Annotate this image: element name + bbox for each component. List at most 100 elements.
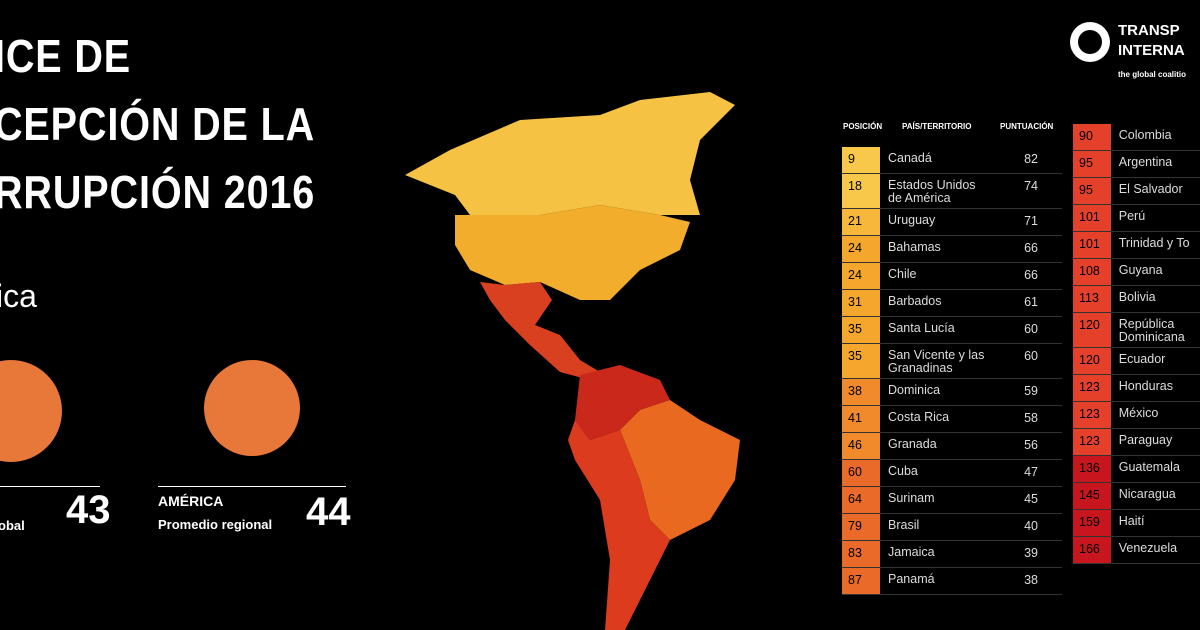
country-cell: Ecuador [1118,352,1166,366]
rank-cell: 24 [842,236,880,262]
table-row: 136 Guatemala [1073,456,1200,483]
logo-text: TRANSP [1118,22,1180,39]
column-header: PAÍS/TERRITORIO [902,122,972,131]
stat-label: obal [0,518,25,533]
table-row: 35 San Vicente y las Granadinas 60 [842,344,1062,379]
table-row: 101 Perú [1073,205,1200,232]
rank-cell: 120 [1073,313,1111,347]
table-row: 166 Venezuela [1073,537,1200,564]
country-cell: México [1118,406,1159,420]
country-cell: El Salvador [1118,182,1183,196]
rank-cell: 136 [1073,456,1111,482]
region-label: ica [0,278,37,314]
rank-cell: 60 [842,460,880,486]
country-cell: Barbados [888,294,942,308]
table-row: 18 Estados Unidos de América 74 [842,174,1062,209]
country-cell: Nicaragua [1118,487,1176,501]
country-cell: Uruguay [888,213,936,227]
table-row: 41 Costa Rica 58 [842,406,1062,433]
rank-cell: 113 [1073,286,1111,312]
country-cell: Granada [888,437,937,451]
title: ICE DE CEPCIÓN DE LA RRUPCIÓN 2016 [0,22,367,226]
score-cell: 60 [1024,322,1038,336]
country-cell: República Dominicana [1118,317,1185,344]
rank-cell: 95 [1073,151,1111,177]
canada [405,92,735,215]
south-america-west [568,420,670,630]
rank-cell: 95 [1073,178,1111,204]
country-cell: Santa Lucía [888,321,955,335]
country-cell: Haití [1118,514,1145,528]
rank-cell: 101 [1073,232,1111,258]
title-line: ICE DE [0,30,132,82]
rank-cell: 35 [842,344,880,378]
table-row: 123 Honduras [1073,375,1200,402]
table-row: 159 Haití [1073,510,1200,537]
table-row: 64 Surinam 45 [842,487,1062,514]
rank-cell: 24 [842,263,880,289]
score-cell: 71 [1024,214,1038,228]
table-row: 120 República Dominicana [1073,313,1200,348]
column-header: POSICIÓN [843,122,883,131]
title-line: RRUPCIÓN 2016 [0,166,316,218]
logo-icon [1070,22,1110,62]
country-cell: San Vicente y las Granadinas [888,348,985,375]
rank-cell: 31 [842,290,880,316]
table-row: 101 Trinidad y To [1073,232,1200,259]
rank-cell: 41 [842,406,880,432]
usa [455,205,690,300]
south-america-east [620,400,740,540]
stat-label: AMÉRICA [158,493,224,509]
rule [0,486,100,487]
country-cell: Cuba [888,464,918,478]
mexico [480,282,600,380]
rank-cell: 9 [842,147,880,173]
region-circle [204,360,300,456]
column-header: PUNTUACIÓN [1000,122,1054,131]
country-cell: Estados Unidos de América [888,178,976,205]
stat-value: 43 [66,488,111,532]
score-cell: 56 [1024,438,1038,452]
stat-sublabel: Promedio regional [158,517,273,532]
table-row: 38 Dominica 59 [842,379,1062,406]
south-america-north [575,365,670,440]
rank-cell: 145 [1073,483,1111,509]
score-cell: 58 [1024,411,1038,425]
country-cell: Paraguay [1118,433,1173,447]
table-right: 90 Colombia 95 Argentina 95 El Salvador 101 Per… [1073,124,1200,564]
rank-cell: 108 [1073,259,1111,285]
table-row: 21 Uruguay 71 [842,209,1062,236]
rank-cell: 83 [842,541,880,567]
logo-text: INTERNA [1118,42,1185,59]
table-row: 108 Guyana [1073,259,1200,286]
country-cell: Panamá [888,572,935,586]
country-cell: Canadá [888,151,932,165]
table-row: 95 Argentina [1073,151,1200,178]
rank-cell: 87 [842,568,880,594]
rank-cell: 166 [1073,537,1111,563]
stat-value: 44 [306,490,351,534]
table-row: 145 Nicaragua [1073,483,1200,510]
rank-cell: 120 [1073,348,1111,374]
score-cell: 61 [1024,295,1038,309]
table-row: 31 Barbados 61 [842,290,1062,317]
country-cell: Argentina [1118,155,1173,169]
rule [158,486,346,487]
country-cell: Bolivia [1118,290,1156,304]
score-cell: 82 [1024,152,1038,166]
score-cell: 66 [1024,241,1038,255]
rank-cell: 159 [1073,510,1111,536]
table-row: 120 Ecuador [1073,348,1200,375]
country-cell: Surinam [888,491,935,505]
table-row: 123 México [1073,402,1200,429]
table-row: 24 Chile 66 [842,263,1062,290]
rank-cell: 90 [1073,124,1111,150]
table-row: 24 Bahamas 66 [842,236,1062,263]
table-row: 90 Colombia [1073,124,1200,151]
country-cell: Bahamas [888,240,941,254]
country-cell: Colombia [1118,128,1172,142]
country-cell: Chile [888,267,917,281]
table-row: 79 Brasil 40 [842,514,1062,541]
